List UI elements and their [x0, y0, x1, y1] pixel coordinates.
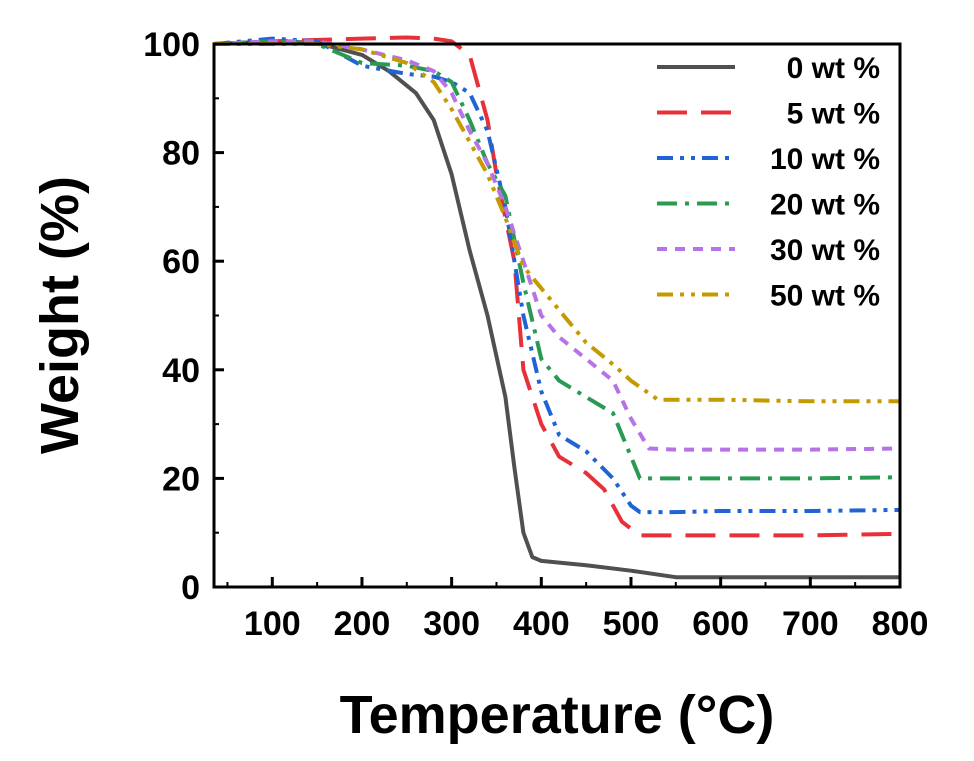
x-tick-label: 200: [334, 605, 391, 643]
series-line-5: [214, 42, 900, 404]
x-tick-label: 600: [692, 605, 749, 643]
x-tick-label: 300: [423, 605, 480, 643]
x-axis-title: Temperature (°C): [340, 685, 775, 745]
y-tick-label: 0: [181, 569, 200, 607]
ticks-layer: 100 200 300 400 500 600 700 800 0 20 40 60 80 100: [143, 26, 928, 643]
y-tick-label: 20: [162, 460, 200, 498]
legend-label-5: 50 wt %: [770, 280, 880, 313]
x-tick-label: 700: [782, 605, 839, 643]
legend-label-0: 0 wt %: [787, 52, 880, 85]
series-line-1: [213, 35, 901, 538]
series-line-2: [213, 36, 901, 515]
x-tick-label: 400: [513, 605, 570, 643]
y-tick-label: 40: [162, 352, 200, 390]
legend: 0 wt % 5 wt % 10 wt % 20 wt % 30 wt % 50 wt %: [657, 52, 880, 313]
x-tick-label: 100: [244, 605, 301, 643]
x-tick-label: 500: [603, 605, 660, 643]
legend-label-2: 10 wt %: [770, 143, 880, 176]
legend-label-3: 20 wt %: [770, 189, 880, 222]
x-tick-label: 800: [872, 605, 929, 643]
y-axis-title: Weight (%): [30, 176, 90, 454]
series-line-3: [213, 39, 901, 481]
legend-label-4: 30 wt %: [770, 234, 880, 267]
series-layer: [213, 35, 901, 580]
legend-label-1: 5 wt %: [787, 98, 880, 131]
y-tick-label: 60: [162, 243, 200, 281]
y-tick-label: 80: [162, 135, 200, 173]
y-tick-label: 100: [143, 26, 200, 64]
